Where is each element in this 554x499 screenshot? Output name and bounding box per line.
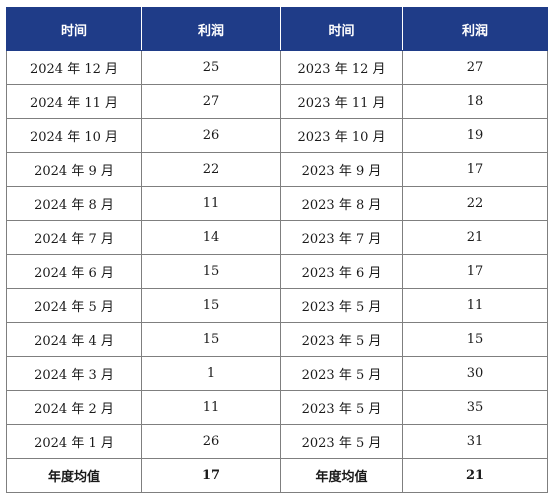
period-2024-cell: 2024 年 10 月 [6, 118, 142, 153]
profit-2023-cell: 35 [402, 390, 548, 425]
profit-2023-cell: 17 [402, 254, 548, 289]
table-row: 2024 年 11 月 27 2023 年 11 月 18 [6, 84, 548, 119]
profit-2023-cell: 22 [402, 186, 548, 221]
header-period-2024: 时间 [6, 7, 142, 51]
period-2024-cell: 2024 年 4 月 [6, 322, 142, 357]
table-header: 时间 利润 时间 利润 [6, 7, 548, 51]
table-row: 2024 年 12 月 25 2023 年 12 月 27 [6, 50, 548, 85]
table-row: 2024 年 1 月 26 2023 年 5 月 31 [6, 424, 548, 459]
period-2023-cell: 2023 年 5 月 [280, 322, 403, 357]
annual-average-row: 年度均值 17 年度均值 21 [6, 458, 548, 493]
period-2024-cell: 2024 年 8 月 [6, 186, 142, 221]
table-row: 2024 年 5 月 15 2023 年 5 月 11 [6, 288, 548, 323]
table-row: 2024 年 10 月 26 2023 年 10 月 19 [6, 118, 548, 153]
period-2023-cell: 2023 年 9 月 [280, 152, 403, 187]
period-2024-cell: 2024 年 5 月 [6, 288, 142, 323]
profit-2024-cell: 11 [141, 186, 281, 221]
period-2024-cell: 2024 年 11 月 [6, 84, 142, 119]
table-row: 2024 年 9 月 22 2023 年 9 月 17 [6, 152, 548, 187]
profit-2023-cell: 17 [402, 152, 548, 187]
table-row: 2024 年 4 月 15 2023 年 5 月 15 [6, 322, 548, 357]
period-2023-cell: 2023 年 5 月 [280, 390, 403, 425]
profit-2024-cell: 15 [141, 254, 281, 289]
header-profit-2024: 利润 [141, 7, 281, 51]
table-body: 2024 年 12 月 25 2023 年 12 月 27 2024 年 11 … [6, 50, 548, 493]
profit-2024-cell: 1 [141, 356, 281, 391]
period-2023-cell: 2023 年 7 月 [280, 220, 403, 255]
period-2024-cell: 2024 年 12 月 [6, 50, 142, 85]
annual-average-label-2023: 年度均值 [280, 458, 403, 493]
profit-2024-cell: 11 [141, 390, 281, 425]
period-2024-cell: 2024 年 7 月 [6, 220, 142, 255]
header-row: 时间 利润 时间 利润 [6, 7, 548, 51]
profit-2023-cell: 19 [402, 118, 548, 153]
period-2023-cell: 2023 年 12 月 [280, 50, 403, 85]
period-2024-cell: 2024 年 9 月 [6, 152, 142, 187]
profit-2023-cell: 30 [402, 356, 548, 391]
table-row: 2024 年 2 月 11 2023 年 5 月 35 [6, 390, 548, 425]
table-row: 2024 年 6 月 15 2023 年 6 月 17 [6, 254, 548, 289]
table-row: 2024 年 3 月 1 2023 年 5 月 30 [6, 356, 548, 391]
period-2023-cell: 2023 年 8 月 [280, 186, 403, 221]
period-2023-cell: 2023 年 10 月 [280, 118, 403, 153]
table-row: 2024 年 8 月 11 2023 年 8 月 22 [6, 186, 548, 221]
profit-2024-cell: 14 [141, 220, 281, 255]
profit-2023-cell: 15 [402, 322, 548, 357]
profit-2024-cell: 15 [141, 288, 281, 323]
profit-2024-cell: 27 [141, 84, 281, 119]
table-row: 2024 年 7 月 14 2023 年 7 月 21 [6, 220, 548, 255]
period-2023-cell: 2023 年 5 月 [280, 288, 403, 323]
period-2023-cell: 2023 年 6 月 [280, 254, 403, 289]
profit-2024-cell: 26 [141, 118, 281, 153]
profit-2023-cell: 21 [402, 220, 548, 255]
period-2024-cell: 2024 年 6 月 [6, 254, 142, 289]
period-2023-cell: 2023 年 11 月 [280, 84, 403, 119]
profit-2023-cell: 11 [402, 288, 548, 323]
profit-2024-cell: 22 [141, 152, 281, 187]
period-2023-cell: 2023 年 5 月 [280, 356, 403, 391]
period-2023-cell: 2023 年 5 月 [280, 424, 403, 459]
profit-2024-cell: 26 [141, 424, 281, 459]
profit-2023-cell: 27 [402, 50, 548, 85]
profit-2023-cell: 18 [402, 84, 548, 119]
annual-average-label-2024: 年度均值 [6, 458, 142, 493]
annual-average-value-2023: 21 [402, 458, 548, 493]
period-2024-cell: 2024 年 1 月 [6, 424, 142, 459]
period-2024-cell: 2024 年 2 月 [6, 390, 142, 425]
profit-2023-cell: 31 [402, 424, 548, 459]
period-2024-cell: 2024 年 3 月 [6, 356, 142, 391]
profit-2024-cell: 15 [141, 322, 281, 357]
profit-table: 时间 利润 时间 利润 2024 年 12 月 25 2023 年 12 月 2… [6, 7, 548, 493]
header-profit-2023: 利润 [402, 7, 548, 51]
header-period-2023: 时间 [280, 7, 403, 51]
annual-average-value-2024: 17 [141, 458, 281, 493]
profit-2024-cell: 25 [141, 50, 281, 85]
